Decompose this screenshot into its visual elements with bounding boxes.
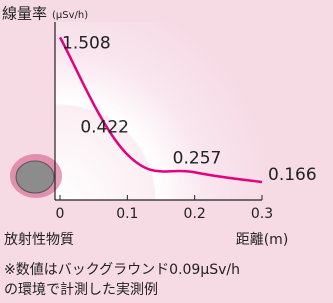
x-label: 距離(m): [236, 231, 289, 248]
title: 線量率: [2, 5, 47, 23]
y-unit: (μSv/h): [52, 10, 88, 21]
value-label: 0.166: [268, 165, 317, 185]
x-tick-label: 0.3: [251, 206, 273, 222]
source-rock: [16, 161, 54, 193]
value-label: 0.257: [173, 148, 222, 168]
x-tick-label: 0.2: [184, 206, 206, 222]
x-tick-label: 0: [56, 206, 65, 222]
note: の環境で計測した実測例: [4, 282, 158, 298]
value-label: 1.508: [62, 33, 111, 53]
chart: 線量率 (μSv/h) 距離(m) 放射性物質 ※数値はバックグラウンド0.09…: [0, 0, 333, 303]
origin-label: 放射性物質: [4, 232, 74, 248]
x-tick-label: 0.1: [116, 206, 138, 222]
note: ※数値はバックグラウンド0.09μSv/h: [4, 262, 240, 278]
value-label: 0.422: [80, 117, 129, 137]
